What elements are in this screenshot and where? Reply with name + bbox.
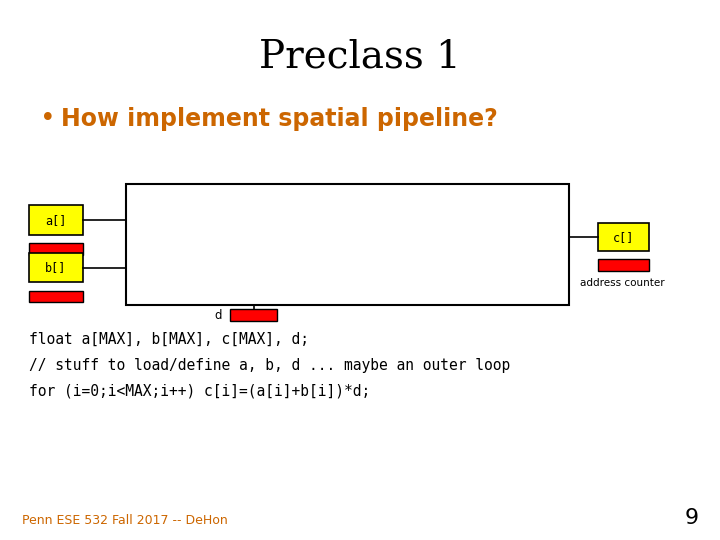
Text: How implement spatial pipeline?: How implement spatial pipeline? <box>61 107 498 131</box>
Text: Penn ESE 532 Fall 2017 -- DeHon: Penn ESE 532 Fall 2017 -- DeHon <box>22 514 228 526</box>
Text: Preclass 1: Preclass 1 <box>259 38 461 75</box>
Bar <box>598 223 649 251</box>
Bar <box>29 253 83 282</box>
Bar <box>230 309 277 321</box>
Text: b[]: b[] <box>45 261 66 274</box>
Text: address counter: address counter <box>580 279 665 288</box>
Text: // stuff to load/define a, b, d ... maybe an outer loop: // stuff to load/define a, b, d ... mayb… <box>29 358 510 373</box>
Text: c[]: c[] <box>613 231 634 244</box>
Text: a[]: a[] <box>45 213 66 227</box>
Text: •: • <box>40 106 55 132</box>
Text: float a[MAX], b[MAX], c[MAX], d;: float a[MAX], b[MAX], c[MAX], d; <box>29 332 309 347</box>
Text: for (i=0;i<MAX;i++) c[i]=(a[i]+b[i])*d;: for (i=0;i<MAX;i++) c[i]=(a[i]+b[i])*d; <box>29 384 370 399</box>
Bar <box>29 205 83 235</box>
Bar <box>126 184 569 305</box>
Text: d: d <box>215 309 222 322</box>
Bar <box>29 243 83 255</box>
Bar <box>598 259 649 271</box>
Text: 9: 9 <box>684 508 698 528</box>
Bar <box>29 291 83 302</box>
